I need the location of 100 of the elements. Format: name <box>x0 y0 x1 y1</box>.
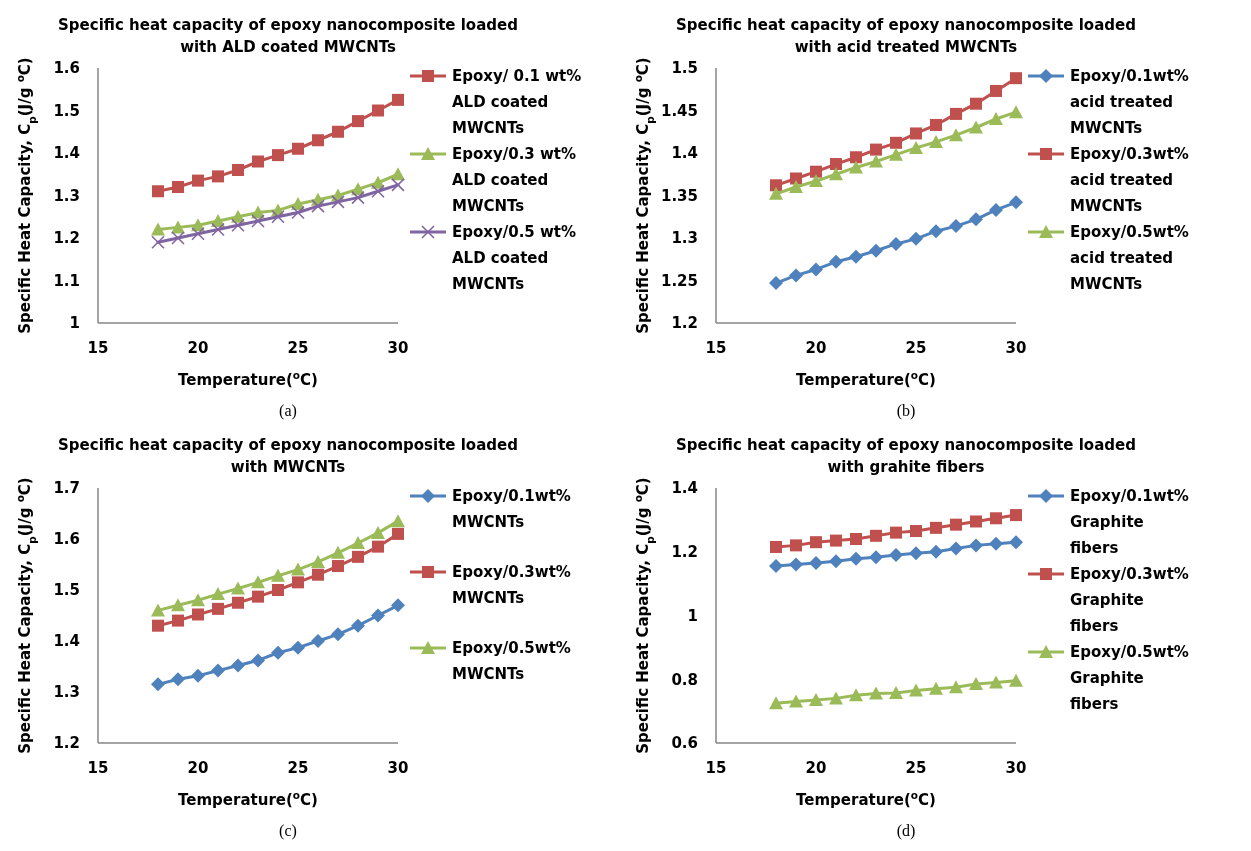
y-tick-label: 1.6 <box>53 530 80 549</box>
point <box>769 276 783 291</box>
x-tick-label: 30 <box>1005 759 1027 777</box>
point <box>789 180 803 193</box>
point <box>1009 195 1023 210</box>
point <box>391 167 405 181</box>
legend-label: Epoxy/0.1wt% Graphite fibers <box>1070 487 1189 558</box>
point <box>152 619 164 632</box>
y-tick-label: 1.4 <box>53 632 80 651</box>
point <box>949 680 963 694</box>
point <box>151 222 165 236</box>
text: (c) <box>279 822 297 840</box>
point <box>810 165 822 178</box>
point <box>1009 105 1023 119</box>
point <box>769 186 783 200</box>
point <box>949 541 963 556</box>
y-tick-label: 1.2 <box>53 229 80 248</box>
point <box>849 160 863 174</box>
point <box>171 231 185 245</box>
point <box>211 663 225 678</box>
x-axis-title: Temperature($^{o}$C) <box>796 789 936 809</box>
point <box>869 686 883 700</box>
legend-label: Epoxy/0.1wt% acid treated MWCNTs <box>1070 67 1189 138</box>
point <box>929 134 943 148</box>
point <box>332 125 344 138</box>
point <box>969 677 983 691</box>
x-tick-label: 25 <box>287 759 309 777</box>
point <box>212 170 224 183</box>
point <box>890 136 902 149</box>
x-tick-label: 20 <box>187 759 209 777</box>
point <box>829 254 843 269</box>
y-tick-label: 1.4 <box>53 144 80 163</box>
x-tick-label: 30 <box>1005 339 1027 357</box>
y-tick-label: 1.2 <box>53 734 80 753</box>
point <box>909 140 923 154</box>
point <box>969 212 983 227</box>
legend-label: Epoxy/0.5wt% Graphite fibers <box>1070 643 1189 714</box>
point <box>789 268 803 283</box>
point <box>789 557 803 572</box>
point <box>331 195 345 209</box>
text: (d) <box>896 822 916 840</box>
point <box>251 653 265 668</box>
point <box>930 118 942 131</box>
chart-title: Specific heat capacity of epoxy nanocomposite loaded with acid treated MWCNTs <box>676 16 1136 56</box>
point <box>271 210 285 224</box>
y-tick-label: 1.2 <box>671 543 698 561</box>
point <box>352 115 364 128</box>
point <box>950 107 962 120</box>
point <box>810 536 822 549</box>
y-tick-label: 1 <box>687 606 698 625</box>
point <box>371 184 385 198</box>
point <box>291 562 305 576</box>
point <box>311 554 325 568</box>
point <box>311 634 325 648</box>
x-tick-label: 30 <box>387 339 409 357</box>
point <box>770 179 782 192</box>
chart-title: Specific heat capacity of epoxy nanocomposite loaded with MWCNTs <box>58 436 518 476</box>
chart-title: Specific heat capacity of epoxy nanocomposite loaded with grahite fibers <box>676 436 1136 476</box>
point <box>172 181 184 193</box>
x-tick-label: 30 <box>387 759 409 777</box>
y-tick-label: 1.7 <box>53 479 80 498</box>
point <box>830 158 842 171</box>
y-tick-label: 1.3 <box>53 186 80 205</box>
point <box>970 97 982 110</box>
text: (b) <box>896 402 916 420</box>
point <box>391 514 405 528</box>
point <box>910 127 922 140</box>
x-axis-title: Temperature($^{o}$C) <box>178 369 318 389</box>
point <box>989 675 1003 689</box>
point <box>970 515 982 528</box>
point <box>392 527 404 540</box>
legend-label: Epoxy/0.1wt% MWCNTs <box>452 487 571 532</box>
point <box>151 235 165 249</box>
point <box>312 568 324 581</box>
y-tick-label: 1.5 <box>53 581 80 600</box>
point <box>889 236 903 251</box>
y-tick-label: 1.4 <box>671 144 698 163</box>
point <box>172 614 184 627</box>
point <box>789 694 803 708</box>
legend-label: Epoxy/0.3wt% Graphite fibers <box>1070 565 1189 636</box>
y-tick-label: 0.6 <box>671 734 698 753</box>
point <box>830 534 842 547</box>
y-tick-label: 1.25 <box>660 271 698 290</box>
y-tick-label: 1.5 <box>671 59 698 78</box>
point <box>151 677 165 692</box>
point <box>251 575 265 589</box>
point <box>291 640 305 655</box>
point <box>372 104 384 117</box>
point <box>392 93 404 106</box>
point <box>232 164 244 176</box>
point <box>989 112 1003 125</box>
point <box>969 120 983 134</box>
point <box>769 696 783 710</box>
point <box>890 526 902 539</box>
point <box>869 550 883 565</box>
y-tick-label: 0.8 <box>671 670 698 689</box>
x-tick-label: 20 <box>805 339 827 357</box>
point <box>212 602 224 615</box>
point <box>372 540 384 553</box>
point <box>769 559 783 574</box>
